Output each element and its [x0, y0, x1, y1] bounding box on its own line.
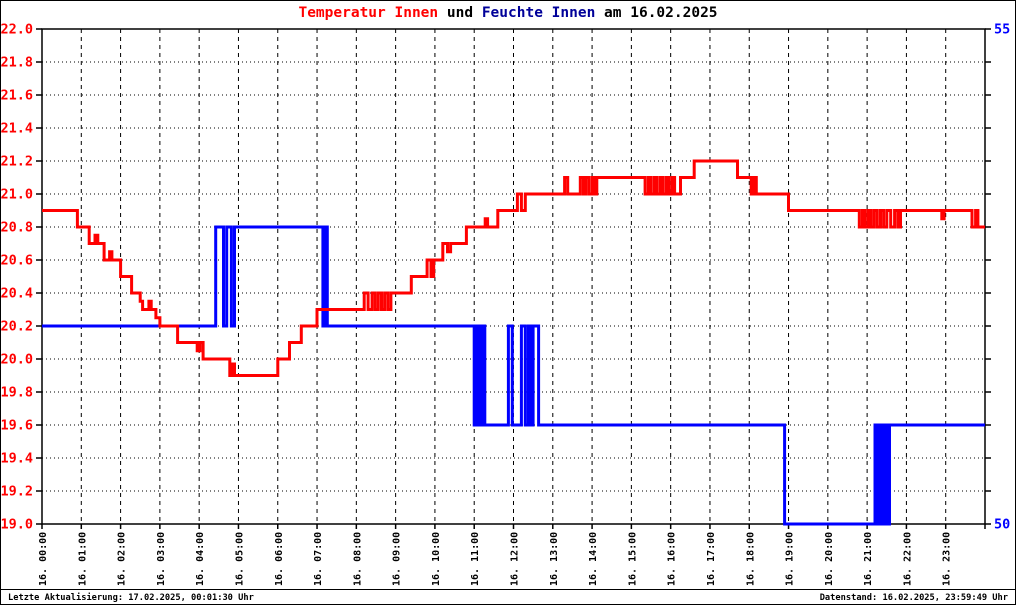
- left-axis-label: 20.8: [0, 220, 33, 236]
- left-axis-label: 21.0: [0, 187, 33, 203]
- chart-title: Temperatur Innen und Feuchte Innen am 16…: [0, 5, 1016, 21]
- x-axis-label: 16. 01:00: [77, 532, 88, 586]
- x-axis-label: 16. 20:00: [824, 532, 835, 586]
- x-axis-label: 16. 19:00: [785, 532, 796, 586]
- x-axis-label: 16. 12:00: [510, 532, 521, 586]
- x-axis-label: 16. 21:00: [863, 532, 874, 586]
- x-axis-label: 16. 10:00: [431, 532, 442, 586]
- last-update-text: Letzte Aktualisierung: 17.02.2025, 00:01…: [8, 592, 254, 603]
- x-axis-label: 16. 11:00: [470, 532, 481, 586]
- left-axis-label: 21.8: [0, 55, 33, 71]
- x-axis-label: 16. 13:00: [549, 532, 560, 586]
- x-axis-label: 16. 09:00: [392, 532, 403, 586]
- right-axis-label: 55: [994, 22, 1010, 38]
- left-axis-label: 21.4: [0, 121, 33, 137]
- left-axis-label: 22.0: [0, 22, 33, 38]
- x-axis-label: 16. 16:00: [667, 532, 678, 586]
- left-axis-label: 19.2: [0, 484, 33, 500]
- x-axis-label: 16. 03:00: [156, 532, 167, 586]
- chart-plot: 22.0 21.8 21.6 21.4 21.2 21.0 20.8 20.6 20.4 20.2…: [0, 22, 1010, 587]
- title-temperature-label: Temperatur Innen: [298, 5, 439, 21]
- title-date: am 16.02.2025: [595, 5, 718, 21]
- data-timestamp-text: Datenstand: 16.02.2025, 23:59:49 Uhr: [819, 592, 1008, 603]
- left-axis-label: 19.4: [0, 451, 33, 467]
- x-axis-label: 16. 23:00: [942, 532, 953, 586]
- left-axis-label: 20.4: [0, 286, 33, 302]
- x-axis-label: 16. 15:00: [627, 532, 638, 586]
- x-axis-label: 16. 17:00: [706, 532, 717, 586]
- left-axis-label: 20.2: [0, 319, 33, 335]
- x-axis-label: 16. 22:00: [902, 532, 913, 586]
- left-axis-label: 20.6: [0, 253, 33, 269]
- left-axis-label: 19.8: [0, 385, 33, 401]
- x-axis-label: 16. 04:00: [195, 532, 206, 586]
- temperature-line: [42, 159, 985, 377]
- humidity-line: [42, 225, 985, 526]
- left-axis-label: 19.6: [0, 418, 33, 434]
- title-und: und: [438, 5, 482, 21]
- title-humidity-label: Feuchte Innen: [481, 5, 596, 21]
- x-axis-label: 16. 18:00: [745, 532, 756, 586]
- x-axis-label: 16. 05:00: [234, 532, 245, 586]
- left-axis-label: 21.6: [0, 88, 33, 104]
- x-axis-label: 16. 07:00: [313, 532, 324, 586]
- footer-bar: Letzte Aktualisierung: 17.02.2025, 00:01…: [0, 589, 1016, 605]
- x-axis-label: 16. 08:00: [352, 532, 363, 586]
- left-axis-label: 20.0: [0, 352, 33, 368]
- x-axis-label: 16. 00:00: [38, 532, 49, 586]
- x-axis-label: 16. 06:00: [274, 532, 285, 586]
- left-axis-label: 19.0: [0, 517, 33, 533]
- right-axis-label: 50: [994, 517, 1010, 533]
- left-axis-label: 21.2: [0, 154, 33, 170]
- x-axis-label: 16. 02:00: [117, 532, 128, 586]
- x-axis-label: 16. 14:00: [588, 532, 599, 586]
